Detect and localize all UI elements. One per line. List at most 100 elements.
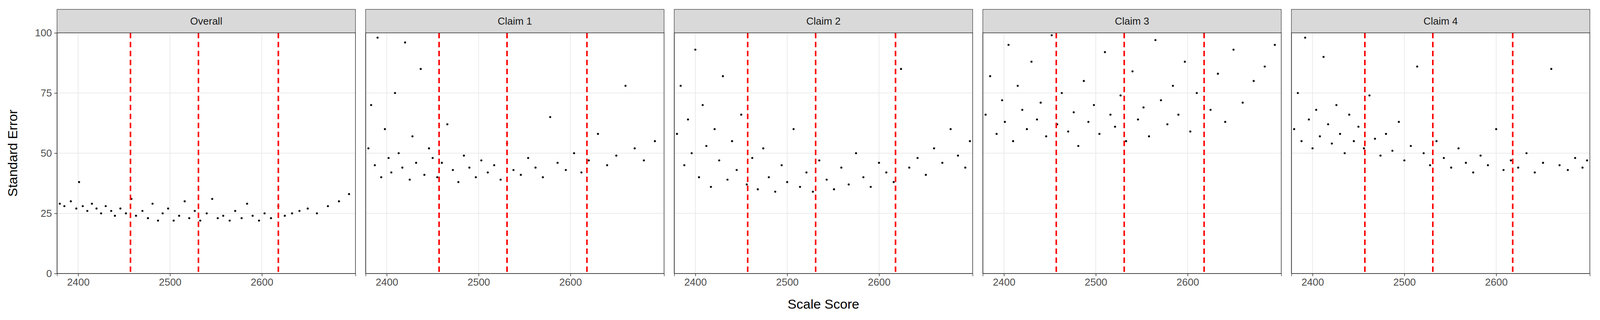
x-tick-mark xyxy=(261,273,263,277)
x-tick: 2600 xyxy=(559,273,583,288)
y-tick-mark xyxy=(54,153,58,154)
point xyxy=(556,161,559,164)
x-tick-mark xyxy=(695,273,697,277)
point xyxy=(1077,144,1080,147)
point xyxy=(885,171,888,174)
point xyxy=(1137,118,1140,121)
point xyxy=(1311,147,1314,150)
point xyxy=(1581,166,1584,169)
point xyxy=(751,157,754,159)
point xyxy=(1373,137,1376,140)
x-tick: 2600 xyxy=(1176,273,1200,288)
point xyxy=(1322,55,1325,58)
point xyxy=(172,219,175,222)
point xyxy=(1533,171,1536,174)
chart: 2400250026000255075100Overall24002500260… xyxy=(0,0,1600,320)
point xyxy=(1357,125,1360,128)
point xyxy=(1003,120,1006,123)
x-tick-label: 2500 xyxy=(467,276,491,288)
point xyxy=(709,185,712,188)
y-axis: 0255075100 xyxy=(35,26,58,280)
reference-line xyxy=(506,32,508,274)
point xyxy=(167,207,170,210)
point xyxy=(1045,135,1048,138)
point xyxy=(1154,39,1157,42)
point xyxy=(58,202,61,205)
x-tick-label: 2500 xyxy=(158,276,182,288)
panel-background xyxy=(365,32,665,274)
point xyxy=(1148,135,1150,138)
reference-line xyxy=(1123,32,1125,274)
point xyxy=(81,205,84,208)
point xyxy=(1224,120,1227,123)
point xyxy=(380,176,383,179)
point xyxy=(1030,60,1033,63)
point xyxy=(100,212,102,215)
point xyxy=(283,214,286,217)
point xyxy=(251,214,254,217)
point xyxy=(1166,123,1169,125)
panel: 240025002600 xyxy=(982,31,1282,288)
point xyxy=(436,176,439,179)
grid-line xyxy=(982,92,1282,94)
point xyxy=(205,212,208,215)
x-tick: 2600 xyxy=(1485,273,1508,288)
point xyxy=(855,151,858,154)
point xyxy=(1335,103,1338,106)
point xyxy=(387,157,390,159)
point xyxy=(446,123,449,125)
y-tick: 0 xyxy=(46,267,58,280)
x-tick-label: 2400 xyxy=(1301,276,1325,288)
point xyxy=(146,217,149,220)
grid-line xyxy=(365,152,665,154)
x-tick-mark xyxy=(878,273,880,277)
point xyxy=(1495,128,1498,131)
point xyxy=(1542,161,1545,164)
x-tick-mark xyxy=(1003,273,1005,277)
point xyxy=(1472,171,1475,174)
x-tick: 2400 xyxy=(992,273,1016,288)
point xyxy=(818,159,821,162)
grid-line xyxy=(674,92,973,94)
point xyxy=(721,75,724,77)
x-tick-label: 2600 xyxy=(867,276,891,288)
x-tick-mark xyxy=(787,273,788,277)
point xyxy=(316,212,318,215)
point xyxy=(1442,157,1445,159)
point xyxy=(222,214,225,217)
point xyxy=(1131,70,1134,73)
point xyxy=(756,188,759,191)
point xyxy=(1416,65,1418,68)
reference-line xyxy=(1432,32,1434,274)
x-tick: 2400 xyxy=(375,273,399,288)
points xyxy=(367,32,656,274)
y-tick-mark xyxy=(54,92,58,94)
grid-line xyxy=(674,212,973,214)
point xyxy=(1464,161,1467,164)
grid-line xyxy=(674,152,973,154)
point xyxy=(125,212,127,215)
point xyxy=(774,190,777,193)
x-tick: 2400 xyxy=(67,273,90,288)
point xyxy=(428,147,431,150)
point xyxy=(941,161,944,164)
point xyxy=(1072,111,1075,114)
point xyxy=(157,219,159,222)
y-tick: 25 xyxy=(40,207,58,220)
point xyxy=(1457,147,1460,150)
x-tick-label: 2500 xyxy=(776,276,799,288)
point xyxy=(925,173,927,176)
point xyxy=(211,197,214,200)
point xyxy=(451,169,454,172)
y-tick-label: 75 xyxy=(40,87,52,99)
y-tick: 75 xyxy=(40,87,58,99)
point xyxy=(1368,94,1371,97)
point xyxy=(348,192,350,195)
point xyxy=(683,164,686,167)
points xyxy=(58,32,350,274)
x-tick-label: 2400 xyxy=(684,276,708,288)
point xyxy=(847,183,850,186)
point xyxy=(949,128,952,131)
point xyxy=(474,176,477,179)
x-axis-title: Scale Score xyxy=(787,296,859,312)
